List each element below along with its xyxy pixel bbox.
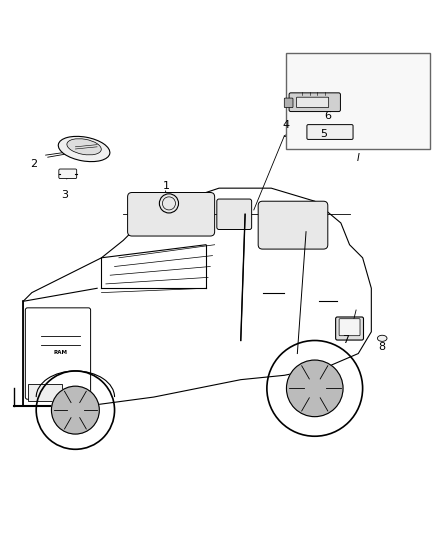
Text: 3: 3 bbox=[61, 190, 68, 200]
FancyBboxPatch shape bbox=[307, 125, 353, 140]
Ellipse shape bbox=[378, 335, 387, 341]
Text: 5: 5 bbox=[320, 129, 327, 139]
Bar bbox=[28, 384, 62, 401]
FancyBboxPatch shape bbox=[289, 93, 340, 111]
Text: 8: 8 bbox=[378, 342, 386, 352]
FancyBboxPatch shape bbox=[258, 201, 328, 249]
Ellipse shape bbox=[67, 139, 101, 155]
Ellipse shape bbox=[58, 136, 110, 161]
Circle shape bbox=[286, 360, 343, 417]
FancyBboxPatch shape bbox=[284, 98, 293, 108]
Bar bbox=[286, 53, 430, 149]
FancyBboxPatch shape bbox=[59, 169, 77, 179]
Circle shape bbox=[51, 386, 99, 434]
FancyBboxPatch shape bbox=[336, 317, 364, 340]
Text: 1: 1 bbox=[163, 181, 170, 191]
Text: 2: 2 bbox=[31, 159, 38, 169]
FancyBboxPatch shape bbox=[217, 199, 252, 230]
FancyBboxPatch shape bbox=[297, 97, 328, 108]
Text: 4: 4 bbox=[283, 120, 290, 130]
Text: 7: 7 bbox=[342, 335, 349, 345]
FancyBboxPatch shape bbox=[127, 192, 215, 236]
Text: I: I bbox=[357, 154, 360, 163]
Text: 6: 6 bbox=[324, 111, 331, 122]
FancyBboxPatch shape bbox=[339, 319, 360, 336]
Text: RAM: RAM bbox=[53, 350, 67, 354]
